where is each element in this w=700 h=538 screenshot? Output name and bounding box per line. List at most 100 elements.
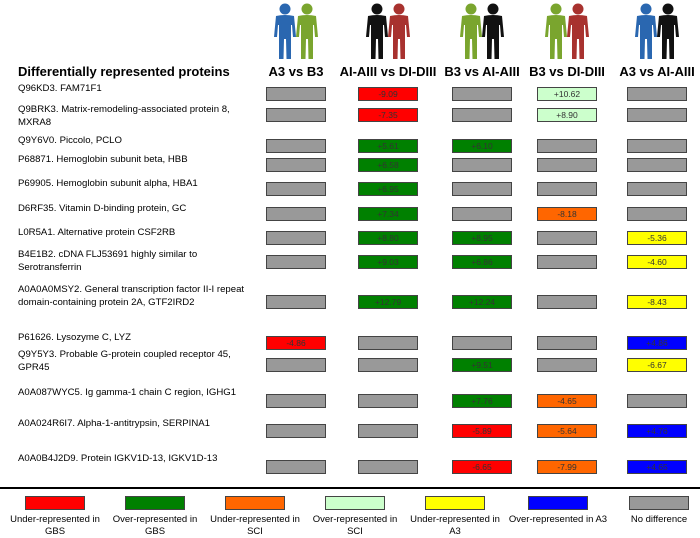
human-figures-icon — [460, 3, 504, 59]
fold-change-cell: +6.86 — [452, 255, 512, 269]
fold-change-cell — [627, 87, 687, 101]
fold-change-cell: -4.65 — [537, 394, 597, 408]
fold-change-cell: -5.89 — [452, 424, 512, 438]
fold-change-cell — [627, 139, 687, 153]
fold-change-cell: +12.24 — [452, 295, 512, 309]
protein-label: D6RF35. Vitamin D-binding protein, GC — [18, 203, 187, 214]
protein-label: Q96KD3. FAM71F1 — [18, 83, 102, 94]
fold-change-cell — [627, 394, 687, 408]
protein-label: P69905. Hemoglobin subunit alpha, HBA1 — [18, 178, 198, 189]
fold-change-cell — [537, 336, 597, 350]
fold-change-cell: +9.03 — [358, 255, 418, 269]
protein-label: Q9BRK3. Matrix-remodeling-associated pro… — [18, 104, 230, 128]
legend-swatch — [25, 496, 85, 510]
fold-change-cell — [627, 108, 687, 122]
fold-change-cell — [266, 108, 326, 122]
legend-label: Under-represented in SCI — [210, 514, 300, 537]
page-title: Differentially represented proteins — [18, 64, 230, 79]
fold-change-cell: -9.09 — [358, 87, 418, 101]
human-figures-icon — [366, 3, 410, 59]
fold-change-cell: -8.43 — [627, 295, 687, 309]
fold-change-cell: +8.80 — [358, 231, 418, 245]
fold-change-cell — [266, 295, 326, 309]
fold-change-cell — [627, 182, 687, 196]
legend-label: No difference — [630, 514, 688, 525]
fold-change-cell — [452, 336, 512, 350]
fold-change-cell — [266, 182, 326, 196]
legend-swatch — [325, 496, 385, 510]
column-header: B3 vs AI-AIII — [444, 64, 520, 79]
fold-change-cell — [452, 108, 512, 122]
fold-change-cell — [627, 207, 687, 221]
fold-change-cell: -4.86 — [266, 336, 326, 350]
fold-change-cell — [537, 182, 597, 196]
protein-label: Q9Y6V0. Piccolo, PCLO — [18, 135, 122, 146]
fold-change-cell — [358, 336, 418, 350]
fold-change-cell — [627, 158, 687, 172]
fold-change-cell — [537, 295, 597, 309]
fold-change-cell — [266, 139, 326, 153]
protein-label: A0A087WYC5. Ig gamma-1 chain C region, I… — [18, 387, 237, 398]
protein-label: A0A0B4J2D9. Protein IGKV1D-13, IGKV1D-13 — [18, 453, 218, 464]
legend-swatch — [425, 496, 485, 510]
human-figures-icon — [274, 3, 318, 59]
fold-change-cell — [537, 158, 597, 172]
protein-label: Q9Y5Y3. Probable G-protein coupled recep… — [18, 349, 231, 373]
fold-change-cell — [537, 231, 597, 245]
fold-change-cell: +6.10 — [452, 139, 512, 153]
fold-change-cell: +6.58 — [358, 158, 418, 172]
legend-swatch — [528, 496, 588, 510]
legend-label: Over-represented in A3 — [508, 514, 608, 525]
fold-change-cell: +4.65 — [627, 460, 687, 474]
legend-label: Under-represented in GBS — [10, 514, 100, 537]
legend-swatch — [225, 496, 285, 510]
fold-change-cell — [266, 158, 326, 172]
fold-change-cell — [452, 207, 512, 221]
fold-change-cell — [266, 207, 326, 221]
fold-change-cell: +10.62 — [537, 87, 597, 101]
fold-change-cell: +6.95 — [358, 182, 418, 196]
protein-label: L0R5A1. Alternative protein CSF2RB — [18, 227, 176, 238]
fold-change-cell: -6.65 — [452, 460, 512, 474]
fold-change-cell — [358, 424, 418, 438]
fold-change-cell: +8.90 — [537, 108, 597, 122]
protein-label: B4E1B2. cDNA FLJ53691 highly similar to … — [18, 249, 198, 273]
divider — [0, 487, 700, 489]
fold-change-cell: -8.18 — [537, 207, 597, 221]
fold-change-cell — [266, 394, 326, 408]
fold-change-cell — [358, 394, 418, 408]
fold-change-cell — [266, 87, 326, 101]
fold-change-cell: +12.79 — [358, 295, 418, 309]
fold-change-cell — [358, 358, 418, 372]
fold-change-cell: +5.61 — [358, 139, 418, 153]
fold-change-cell: +4.86 — [627, 336, 687, 350]
column-header: A3 vs AI-AIII — [619, 64, 695, 79]
human-figures-icon — [545, 3, 589, 59]
legend-label: Over-represented in SCI — [312, 514, 398, 537]
fold-change-cell: +9.51 — [452, 358, 512, 372]
protein-label: A0A024R6I7. Alpha-1-antitrypsin, SERPINA… — [18, 418, 210, 429]
fold-change-cell: +7.76 — [452, 394, 512, 408]
fold-change-cell: -7.99 — [537, 460, 597, 474]
fold-change-cell: -6.67 — [627, 358, 687, 372]
legend-label: Under-represented in A3 — [410, 514, 500, 537]
fold-change-cell — [358, 460, 418, 474]
protein-label: A0A0A0MSY2. General transcription factor… — [18, 284, 245, 308]
fold-change-cell: -5.36 — [627, 231, 687, 245]
fold-change-cell — [266, 424, 326, 438]
fold-change-cell — [266, 358, 326, 372]
protein-label: P61626. Lysozyme C, LYZ — [18, 332, 132, 343]
fold-change-cell — [452, 182, 512, 196]
column-header: AI-AIII vs DI-DIII — [339, 64, 437, 79]
fold-change-cell: -5.64 — [537, 424, 597, 438]
fold-change-cell — [266, 255, 326, 269]
fold-change-cell: +7.34 — [358, 207, 418, 221]
fold-change-cell — [537, 255, 597, 269]
fold-change-cell — [452, 87, 512, 101]
fold-change-cell: +8.95 — [452, 231, 512, 245]
legend-swatch — [125, 496, 185, 510]
column-header: B3 vs DI-DIII — [529, 64, 605, 79]
legend-label: Over-represented in GBS — [112, 514, 198, 537]
fold-change-cell — [537, 139, 597, 153]
column-header: A3 vs B3 — [268, 64, 324, 79]
